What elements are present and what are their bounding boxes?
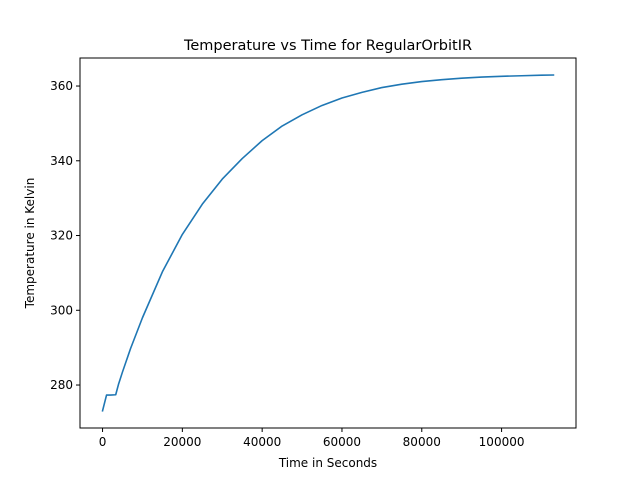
plot-frame <box>79 57 577 429</box>
x-tick-label: 60000 <box>323 435 361 449</box>
y-tick-label: 280 <box>50 378 73 392</box>
y-tick-label: 340 <box>50 154 73 168</box>
plot-background <box>80 58 576 428</box>
y-tick-label: 320 <box>50 229 73 243</box>
series-layer <box>101 74 555 412</box>
x-tick-label: 80000 <box>403 435 441 449</box>
y-tick-label: 300 <box>50 303 73 317</box>
y-tick-label: 360 <box>50 79 73 93</box>
x-tick-label: 40000 <box>243 435 281 449</box>
x-axis-label: Time in Seconds <box>278 456 377 470</box>
x-tick-label: 0 <box>99 435 107 449</box>
chart-title: Temperature vs Time for RegularOrbitIR <box>183 38 472 54</box>
temperature-series-line <box>101 74 555 412</box>
x-tick-label: 100000 <box>479 435 525 449</box>
y-axis-label: Temperature in Kelvin <box>23 178 37 310</box>
ticks-layer: 0 20000 40000 60000 80000 100000 280 300 320 340 3… <box>50 79 524 449</box>
x-tick-label: 20000 <box>163 435 201 449</box>
